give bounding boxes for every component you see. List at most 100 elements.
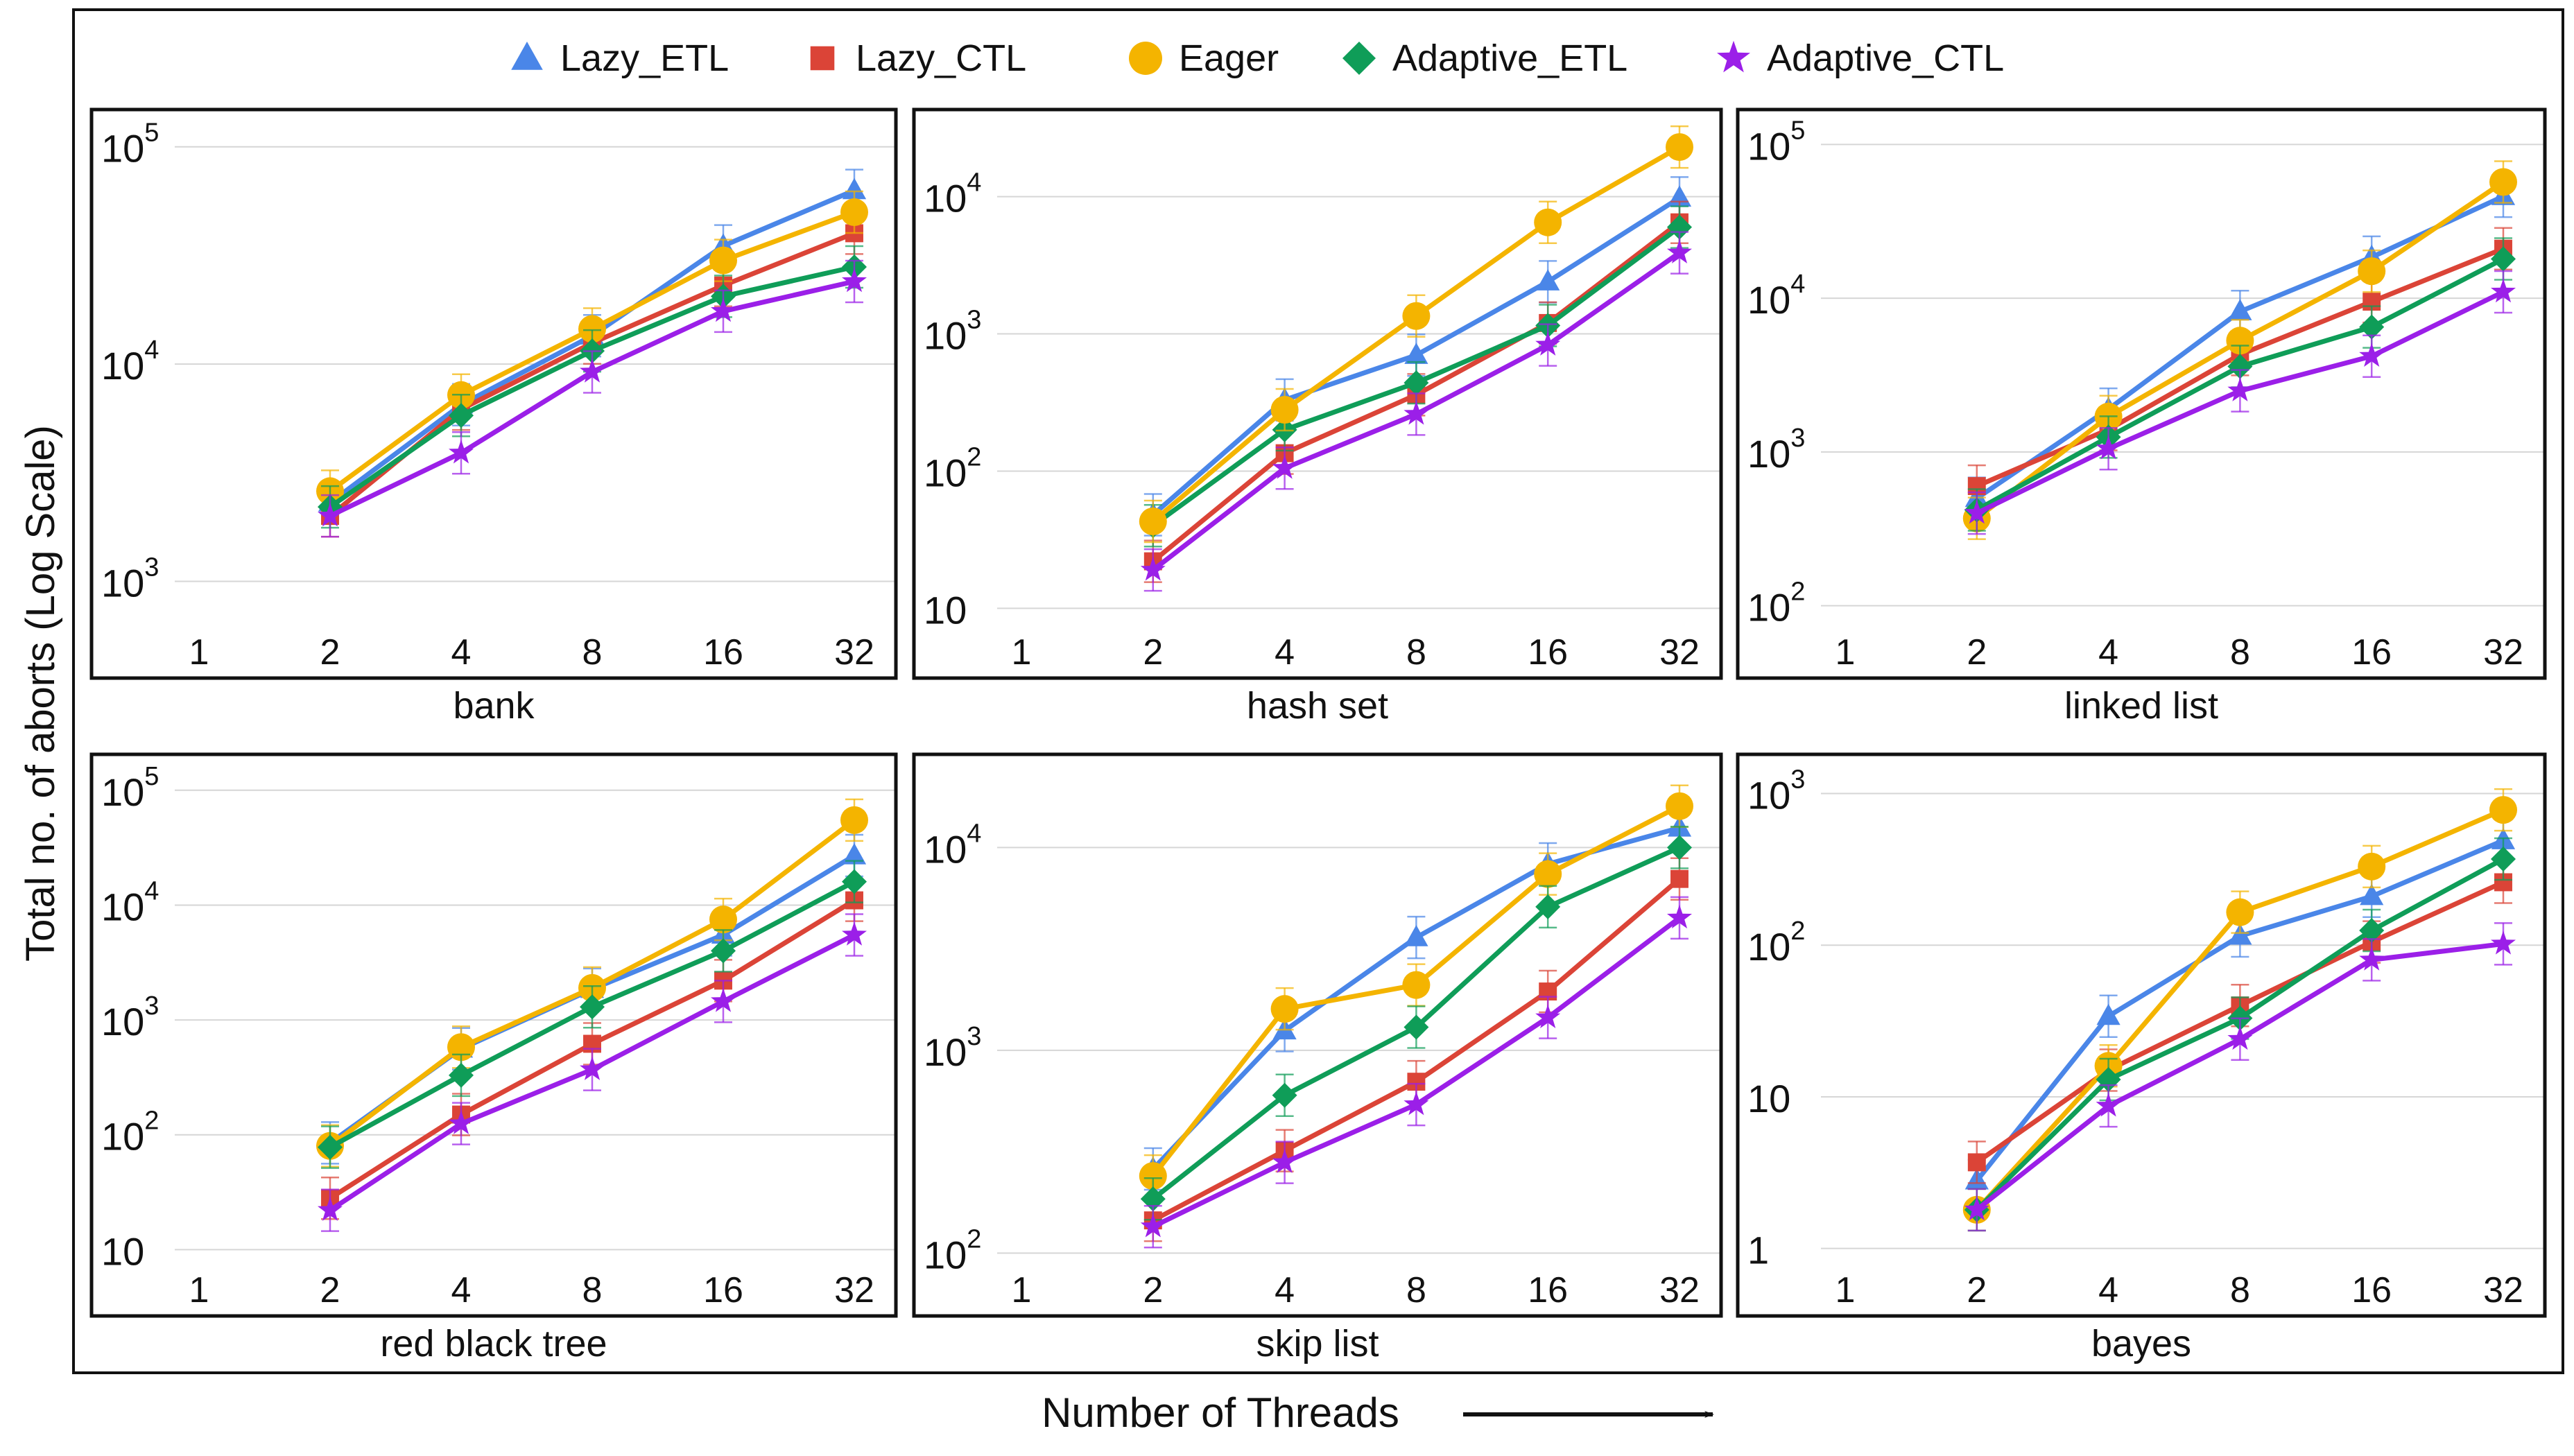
legend-marker-square-icon — [810, 46, 835, 71]
data-point — [2359, 918, 2385, 944]
data-point — [2359, 343, 2385, 367]
legend-item-lazy-etl: Lazy_ETL — [511, 37, 729, 79]
data-point — [2227, 377, 2253, 401]
data-point — [1534, 208, 1562, 236]
panel-title: bayes — [2091, 1323, 2191, 1364]
x-tick-label: 1 — [189, 632, 209, 673]
y-tick-label: 1 — [1747, 1229, 1769, 1272]
data-point — [318, 1134, 343, 1160]
data-point — [1964, 1196, 1989, 1221]
x-tick-label: 32 — [1659, 632, 1700, 673]
x-tick-label: 4 — [451, 632, 472, 673]
series-eager — [1139, 784, 1693, 1198]
y-tick-label: 102 — [924, 442, 981, 494]
data-point — [1535, 1004, 1561, 1028]
data-point — [449, 440, 474, 464]
x-tick-label: 1 — [189, 1270, 209, 1310]
series-adaptive-ctl — [1140, 231, 1692, 592]
data-point — [318, 503, 343, 527]
data-point — [580, 1056, 605, 1080]
data-point — [1403, 1091, 1429, 1116]
x-tick-label: 1 — [1836, 632, 1856, 673]
panel-bank: 103 104 105 1 2 4 8 16 32 bank — [89, 107, 898, 727]
x-tick-label: 32 — [1659, 1270, 1700, 1310]
data-point — [1270, 995, 1299, 1023]
data-point — [1402, 971, 1431, 999]
data-point — [2227, 354, 2253, 379]
data-point — [1535, 894, 1561, 919]
x-tick-label: 8 — [2230, 632, 2250, 673]
panel-frame — [1736, 752, 2547, 1318]
data-point — [2226, 898, 2254, 926]
series-adaptive-etl — [318, 860, 867, 1169]
x-tick-label: 2 — [320, 1270, 340, 1310]
data-point — [2359, 946, 2385, 971]
panel-bayes: 1 10 102 103 1 2 4 8 16 32 bayes — [1736, 752, 2547, 1364]
panel-frame — [912, 752, 1723, 1318]
y-tick-label: 103 — [101, 553, 159, 605]
data-point — [2096, 1003, 2120, 1025]
legend-marker-star-icon — [1717, 40, 1750, 73]
data-point — [578, 315, 606, 343]
data-point — [1270, 395, 1299, 424]
legend-label: Eager — [1179, 37, 1279, 79]
x-tick-label: 4 — [2098, 1270, 2118, 1310]
legend-marker-circle-icon — [1129, 42, 1162, 75]
x-tick-label: 4 — [2098, 632, 2118, 673]
figure-border — [72, 8, 2564, 1374]
data-point — [2096, 435, 2121, 460]
panel-hash-set: 10 102 103 104 1 2 4 8 16 32 hash set — [912, 107, 1723, 727]
x-tick-label: 32 — [2483, 632, 2523, 673]
data-point — [1139, 507, 1167, 535]
panel-frame — [912, 107, 1723, 680]
x-tick-label: 8 — [1406, 1270, 1426, 1310]
data-point — [1666, 792, 1693, 820]
data-point — [2491, 930, 2516, 955]
x-tick-label: 8 — [1406, 632, 1426, 673]
legend-label: Adaptive_ETL — [1392, 37, 1627, 79]
data-point — [2360, 883, 2384, 905]
data-point — [1402, 302, 1431, 330]
series-adaptive-ctl — [318, 259, 867, 538]
data-point — [580, 358, 605, 383]
data-point — [2491, 246, 2516, 272]
y-tick-label: 104 — [101, 876, 159, 928]
data-point — [2096, 1093, 2121, 1117]
y-tick-label: 10 — [101, 1229, 144, 1273]
legend: Lazy_ETL Lazy_CTL Eager Adaptive_ETL Adaptiv… — [511, 37, 2004, 79]
x-tick-label: 16 — [2351, 1270, 2392, 1310]
x-tick-label: 4 — [1275, 1270, 1295, 1310]
data-point — [449, 403, 474, 428]
y-tick-label: 102 — [1747, 917, 1805, 969]
data-point — [842, 177, 867, 200]
data-point — [711, 298, 736, 322]
y-tick-label: 103 — [924, 1022, 981, 1074]
y-tick-label: 105 — [1747, 116, 1805, 168]
data-point — [1140, 1213, 1166, 1238]
y-tick-label: 103 — [924, 306, 981, 358]
panel-title: skip list — [1256, 1323, 1379, 1364]
x-tick-label: 8 — [582, 1270, 603, 1310]
data-point — [580, 994, 605, 1020]
y-tick-label: 105 — [101, 119, 159, 171]
x-tick-label: 1 — [1012, 1270, 1032, 1310]
data-point — [1139, 1162, 1167, 1190]
data-point — [1667, 904, 1692, 929]
x-tick-label: 16 — [703, 1270, 743, 1310]
legend-item-adaptive-ctl: Adaptive_CTL — [1717, 37, 2004, 79]
panel-linked-list: 102 103 104 105 1 2 4 8 16 32 linked list — [1736, 107, 2547, 727]
y-axis-label: Total no. of aborts (Log Scale) — [18, 425, 63, 962]
x-tick-label: 32 — [834, 632, 874, 673]
x-tick-label: 32 — [2483, 1270, 2523, 1310]
data-point — [1536, 269, 1560, 291]
x-tick-label: 2 — [1143, 1270, 1163, 1310]
y-tick-label: 10 — [1747, 1077, 1790, 1120]
x-tick-label: 16 — [2351, 632, 2392, 673]
data-point — [709, 246, 737, 275]
data-point — [842, 268, 867, 293]
data-point — [1667, 214, 1692, 240]
data-point — [2228, 923, 2252, 945]
data-point — [842, 842, 867, 865]
panel-frame — [89, 752, 898, 1318]
data-point — [1403, 370, 1429, 396]
